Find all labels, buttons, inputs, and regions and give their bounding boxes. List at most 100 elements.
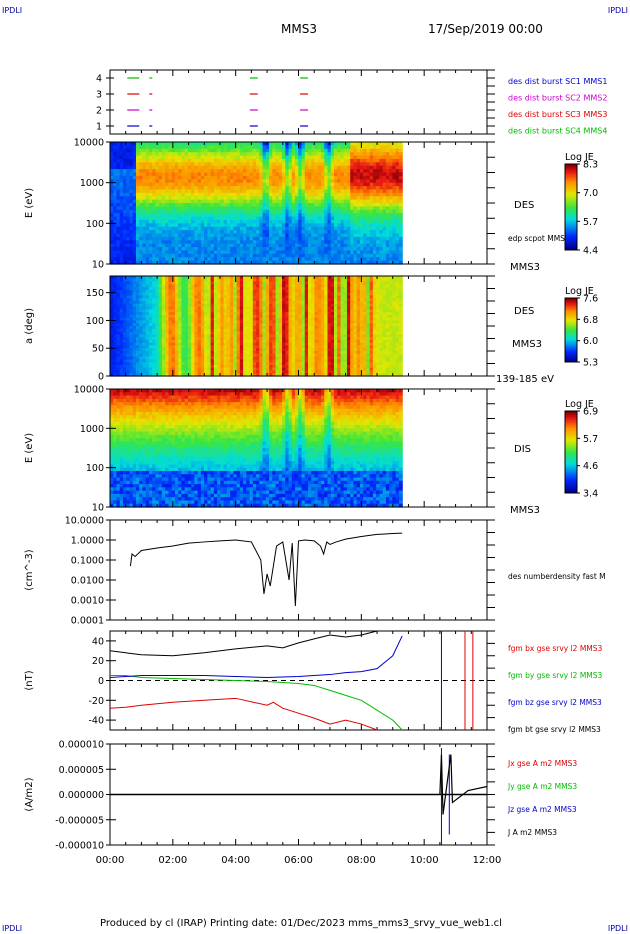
- des-energy-spectrogram-cell: [174, 257, 179, 262]
- burst-panel: [109, 69, 488, 135]
- des-energy-spectrogram-cell: [116, 213, 121, 218]
- des-energy-spectrogram-cell: [298, 165, 303, 170]
- des-energy-spectrogram-cell: [213, 233, 218, 238]
- des-energy-spectrogram-cell: [165, 236, 170, 241]
- des-energy-spectrogram-cell: [113, 247, 118, 252]
- des-energy-spectrogram-cell: [304, 158, 309, 163]
- des-pitch-spectrogram-cell: [226, 312, 231, 316]
- des-energy-spectrogram-cell: [372, 186, 377, 191]
- des-pitch-spectrogram-cell: [142, 331, 147, 335]
- des-energy-spectrogram-cell: [200, 158, 205, 163]
- des-energy-spectrogram-cell: [363, 209, 368, 214]
- des-pitch-spectrogram-cell: [243, 276, 247, 280]
- des-energy-spectrogram-cell: [334, 219, 338, 224]
- des-energy-spectrogram-cell: [272, 203, 277, 207]
- des-pitch-spectrogram-cell: [145, 353, 150, 358]
- des-energy-spectrogram-cell: [389, 142, 394, 146]
- des-energy-spectrogram-cell: [207, 169, 212, 174]
- des-energy-spectrogram-cell: [116, 186, 121, 191]
- des-energy-spectrogram-cell: [353, 158, 358, 163]
- des-energy-spectrogram-cell: [122, 230, 127, 235]
- des-energy-spectrogram-cell: [110, 216, 114, 221]
- des-pitch-spectrogram-cell: [246, 281, 251, 285]
- des-energy-spectrogram-cell: [385, 145, 390, 150]
- des-pitch-spectrogram-cell: [129, 320, 134, 324]
- des-pitch-spectrogram-cell: [178, 334, 183, 338]
- des-pitch-spectrogram-cell: [139, 312, 144, 316]
- des-energy-spectrogram-cell: [148, 257, 153, 262]
- des-pitch-spectrogram-cell: [184, 359, 189, 363]
- des-energy-spectrogram-cell: [392, 179, 397, 184]
- des-pitch-spectrogram-cell: [226, 295, 231, 299]
- des-energy-spectrogram-cell: [366, 162, 371, 167]
- des-energy-spectrogram-cell: [337, 182, 342, 187]
- des-energy-spectrogram-cell: [285, 179, 290, 184]
- des-energy-spectrogram-cell: [340, 155, 345, 160]
- des-energy-spectrogram-cell: [158, 213, 163, 218]
- des-pitch-spectrogram-cell: [139, 278, 144, 283]
- des-energy-spectrogram-cell: [187, 219, 192, 224]
- des-energy-spectrogram-cell: [210, 142, 215, 146]
- des-energy-spectrogram-cell: [369, 243, 374, 248]
- des-energy-spectrogram-cell: [356, 206, 361, 211]
- des-pitch-spectrogram-cell: [174, 334, 179, 338]
- des-energy-spectrogram-cell: [395, 152, 400, 157]
- des-energy-spectrogram-cell: [158, 186, 163, 191]
- des-energy-spectrogram-cell: [359, 236, 364, 241]
- des-pitch-spectrogram-cell: [158, 289, 163, 294]
- des-energy-spectrogram-cell: [285, 145, 290, 150]
- des-pitch-spectrogram-cell: [236, 323, 241, 327]
- des-energy-spectrogram-cell: [207, 175, 212, 180]
- des-pitch-spectrogram-cell: [217, 370, 221, 374]
- des-pitch-spectrogram-cell: [152, 276, 157, 280]
- des-energy-spectrogram-cell: [337, 158, 342, 163]
- des-pitch-spectrogram-cell: [230, 287, 234, 291]
- des-pitch-spectrogram-cell: [217, 284, 221, 288]
- des-energy-spectrogram-cell: [249, 209, 254, 214]
- des-energy-spectrogram-cell: [194, 145, 199, 150]
- des-energy-spectrogram-cell: [226, 213, 231, 218]
- des-energy-spectrogram-cell: [314, 203, 319, 207]
- des-energy-spectrogram-cell: [369, 233, 374, 238]
- des-energy-spectrogram-cell: [200, 209, 205, 214]
- des-pitch-spectrogram-cell: [135, 284, 140, 288]
- des-energy-spectrogram-cell: [207, 186, 212, 191]
- des-energy-spectrogram-cell: [278, 223, 283, 228]
- des-energy-spectrogram-cell: [298, 257, 303, 262]
- des-energy-spectrogram-cell: [291, 216, 296, 221]
- des-pitch-spectrogram-cell: [246, 295, 251, 299]
- des-energy-spectrogram-cell: [181, 192, 186, 197]
- des-pitch-spectrogram-cell: [122, 356, 127, 360]
- des-energy-spectrogram-cell: [239, 196, 244, 201]
- des-energy-spectrogram-cell: [363, 192, 368, 197]
- des-energy-spectrogram-cell: [369, 196, 374, 201]
- des-energy-spectrogram-cell: [187, 247, 192, 252]
- des-pitch-spectrogram-cell: [191, 314, 196, 319]
- des-energy-spectrogram-cell: [187, 145, 192, 150]
- des-pitch-spectrogram-cell: [139, 348, 144, 352]
- des-energy-spectrogram-cell: [239, 219, 244, 224]
- des-energy-spectrogram-cell: [314, 179, 319, 184]
- des-energy-spectrogram-cell: [236, 219, 241, 224]
- des-pitch-spectrogram-cell: [161, 306, 166, 310]
- des-energy-spectrogram-cell: [275, 226, 280, 231]
- des-energy-spectrogram-cell: [308, 189, 312, 194]
- des-energy-spectrogram-cell: [165, 253, 170, 258]
- des-energy-spectrogram-cell: [382, 158, 387, 163]
- des-energy-spectrogram-cell: [265, 162, 270, 167]
- des-energy-spectrogram-cell: [178, 169, 183, 174]
- des-pitch-spectrogram-cell: [197, 303, 202, 308]
- des-energy-spectrogram-cell: [356, 148, 361, 153]
- des-energy-spectrogram-cell: [327, 247, 332, 252]
- des-energy-spectrogram-cell: [311, 257, 316, 262]
- des-pitch-spectrogram-cell: [132, 339, 137, 344]
- des-energy-spectrogram-cell: [213, 209, 218, 214]
- des-energy-spectrogram-cell: [239, 152, 244, 157]
- des-pitch-spectrogram-cell: [213, 331, 218, 335]
- des-energy-spectrogram-cell: [359, 175, 364, 180]
- des-energy-spectrogram-cell: [398, 260, 403, 265]
- des-pitch-spectrogram-cell: [236, 326, 241, 330]
- des-pitch-spectrogram-cell: [174, 364, 179, 369]
- des-pitch-spectrogram-cell: [148, 356, 153, 360]
- des-energy-spectrogram-cell: [135, 243, 140, 248]
